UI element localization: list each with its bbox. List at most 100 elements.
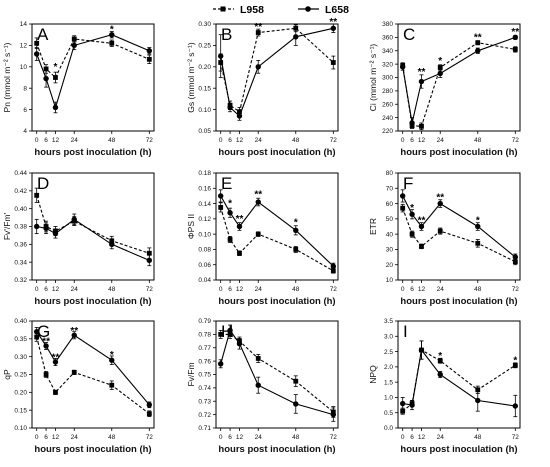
y-tick-label: 0.40 (14, 206, 27, 213)
y-tick-label: 0.05 (198, 128, 211, 135)
y-tick-label: 1.5 (384, 379, 393, 386)
significance-marker: ** (42, 337, 50, 348)
panel-letter-f: F (403, 174, 413, 193)
plot-frame-b (215, 23, 339, 132)
legend-label-l658: L658 (325, 4, 349, 16)
data-point-l658 (109, 32, 115, 38)
series-line-l958 (36, 336, 150, 415)
data-point-l658 (512, 403, 519, 409)
data-point-l958 (475, 40, 481, 46)
data-point-l958 (146, 250, 152, 256)
y-tick-label: 0.5 (384, 410, 393, 417)
panel-letter-d: D (37, 174, 49, 193)
x-tick-label: 72 (146, 286, 154, 293)
y-tick-label: 4 (23, 128, 27, 135)
x-tick-label: 6 (44, 286, 48, 293)
series-line-l658 (36, 218, 150, 261)
series-line-l958 (220, 27, 334, 113)
data-point-l958 (437, 65, 443, 70)
x-tick-label: 6 (410, 434, 414, 441)
data-point-l658 (43, 75, 49, 82)
significance-marker: * (476, 215, 480, 226)
y-tick-label: 0.30 (198, 21, 211, 28)
data-point-l658 (475, 397, 481, 404)
data-point-l658 (146, 48, 153, 54)
x-tick-label: 24 (255, 286, 263, 293)
panel-b: B 0.05 0.10 0.15 0.20 0.25 0.30 0 6 12 24 48 72 hours… (186, 17, 339, 158)
data-point-l958 (227, 237, 233, 242)
x-tick-label: 24 (71, 137, 79, 144)
y-axis-title-b: Gs (mmol m⁻² s⁻¹) (186, 42, 196, 113)
x-axis-title-i: hours post inoculation (h) (400, 444, 517, 455)
data-point-l958 (475, 240, 481, 246)
significance-marker: ** (236, 214, 244, 225)
x-tick-label: 48 (108, 286, 116, 293)
data-point-l658 (437, 371, 443, 378)
data-point-l658 (236, 341, 243, 347)
plot-frame-i (397, 320, 521, 429)
x-tick-label: 48 (292, 286, 300, 293)
significance-marker: * (438, 56, 442, 67)
series-line-l658 (36, 34, 150, 110)
x-tick-label: 0 (219, 286, 223, 293)
x-tick-label: 24 (71, 434, 79, 441)
y-tick-label: 10 (386, 277, 394, 284)
x-tick-label: 6 (44, 434, 48, 441)
x-tick-label: 72 (512, 137, 520, 144)
data-point-l658 (399, 400, 406, 407)
data-point-l658 (437, 70, 443, 77)
x-tick-label: 6 (410, 137, 414, 144)
significance-marker: ** (418, 67, 426, 78)
x-tick-label: 48 (108, 137, 116, 144)
x-axis-title-f: hours post inoculation (h) (400, 296, 517, 307)
y-tick-label: 10 (20, 64, 28, 71)
y-axis-title-f: ETR (368, 218, 378, 235)
y-tick-label: 70 (386, 185, 394, 192)
data-point-l958 (512, 259, 518, 265)
y-tick-label: 0.74 (198, 385, 211, 392)
panel-letter-c: C (403, 25, 415, 44)
y-axis-title-g: qP (2, 369, 12, 380)
y-tick-label: 0.40 (14, 318, 27, 325)
y-tick-label: 240 (382, 115, 393, 122)
data-point-l658 (71, 42, 77, 49)
y-tick-label: 2.0 (384, 364, 393, 371)
panel-f: F 10 20 30 40 50 60 70 80 0 6 12 24 48 72 hours post in… (368, 170, 521, 307)
data-point-l658 (109, 241, 115, 248)
data-point-l958 (43, 372, 49, 377)
significance-marker: ** (474, 32, 482, 43)
x-tick-label: 72 (330, 286, 338, 293)
y-tick-label: 0.10 (198, 231, 211, 238)
x-tick-label: 6 (44, 137, 48, 144)
y-tick-label: 0.0 (384, 425, 393, 432)
data-point-l658 (418, 223, 425, 230)
y-tick-label: 380 (382, 21, 393, 28)
data-point-l658 (512, 34, 519, 41)
data-point-l658 (330, 411, 337, 418)
y-tick-label: 0.08 (198, 247, 211, 254)
y-tick-label: 2.5 (384, 349, 393, 356)
data-point-l658 (52, 230, 59, 237)
x-tick-label: 24 (255, 434, 263, 441)
significance-marker: * (410, 203, 414, 214)
data-point-l958 (512, 362, 518, 368)
x-tick-label: 48 (292, 434, 300, 441)
data-point-l658 (227, 210, 233, 216)
y-tick-label: 0.38 (14, 224, 27, 231)
data-point-l658 (255, 382, 261, 388)
x-tick-label: 72 (146, 434, 154, 441)
data-point-l658 (293, 227, 299, 234)
x-tick-label: 24 (71, 286, 79, 293)
y-tick-label: 0.75 (198, 372, 211, 379)
data-point-l658 (330, 263, 337, 269)
y-tick-label: 0.42 (14, 188, 27, 195)
data-point-l958 (512, 47, 518, 52)
y-tick-label: 30 (386, 247, 394, 254)
x-tick-label: 0 (35, 286, 39, 293)
data-point-l658 (475, 48, 481, 54)
plot-frame-g (31, 320, 155, 429)
panel-letter-b: B (221, 25, 232, 44)
y-tick-label: 0.15 (14, 407, 27, 414)
data-point-l658 (43, 343, 49, 349)
